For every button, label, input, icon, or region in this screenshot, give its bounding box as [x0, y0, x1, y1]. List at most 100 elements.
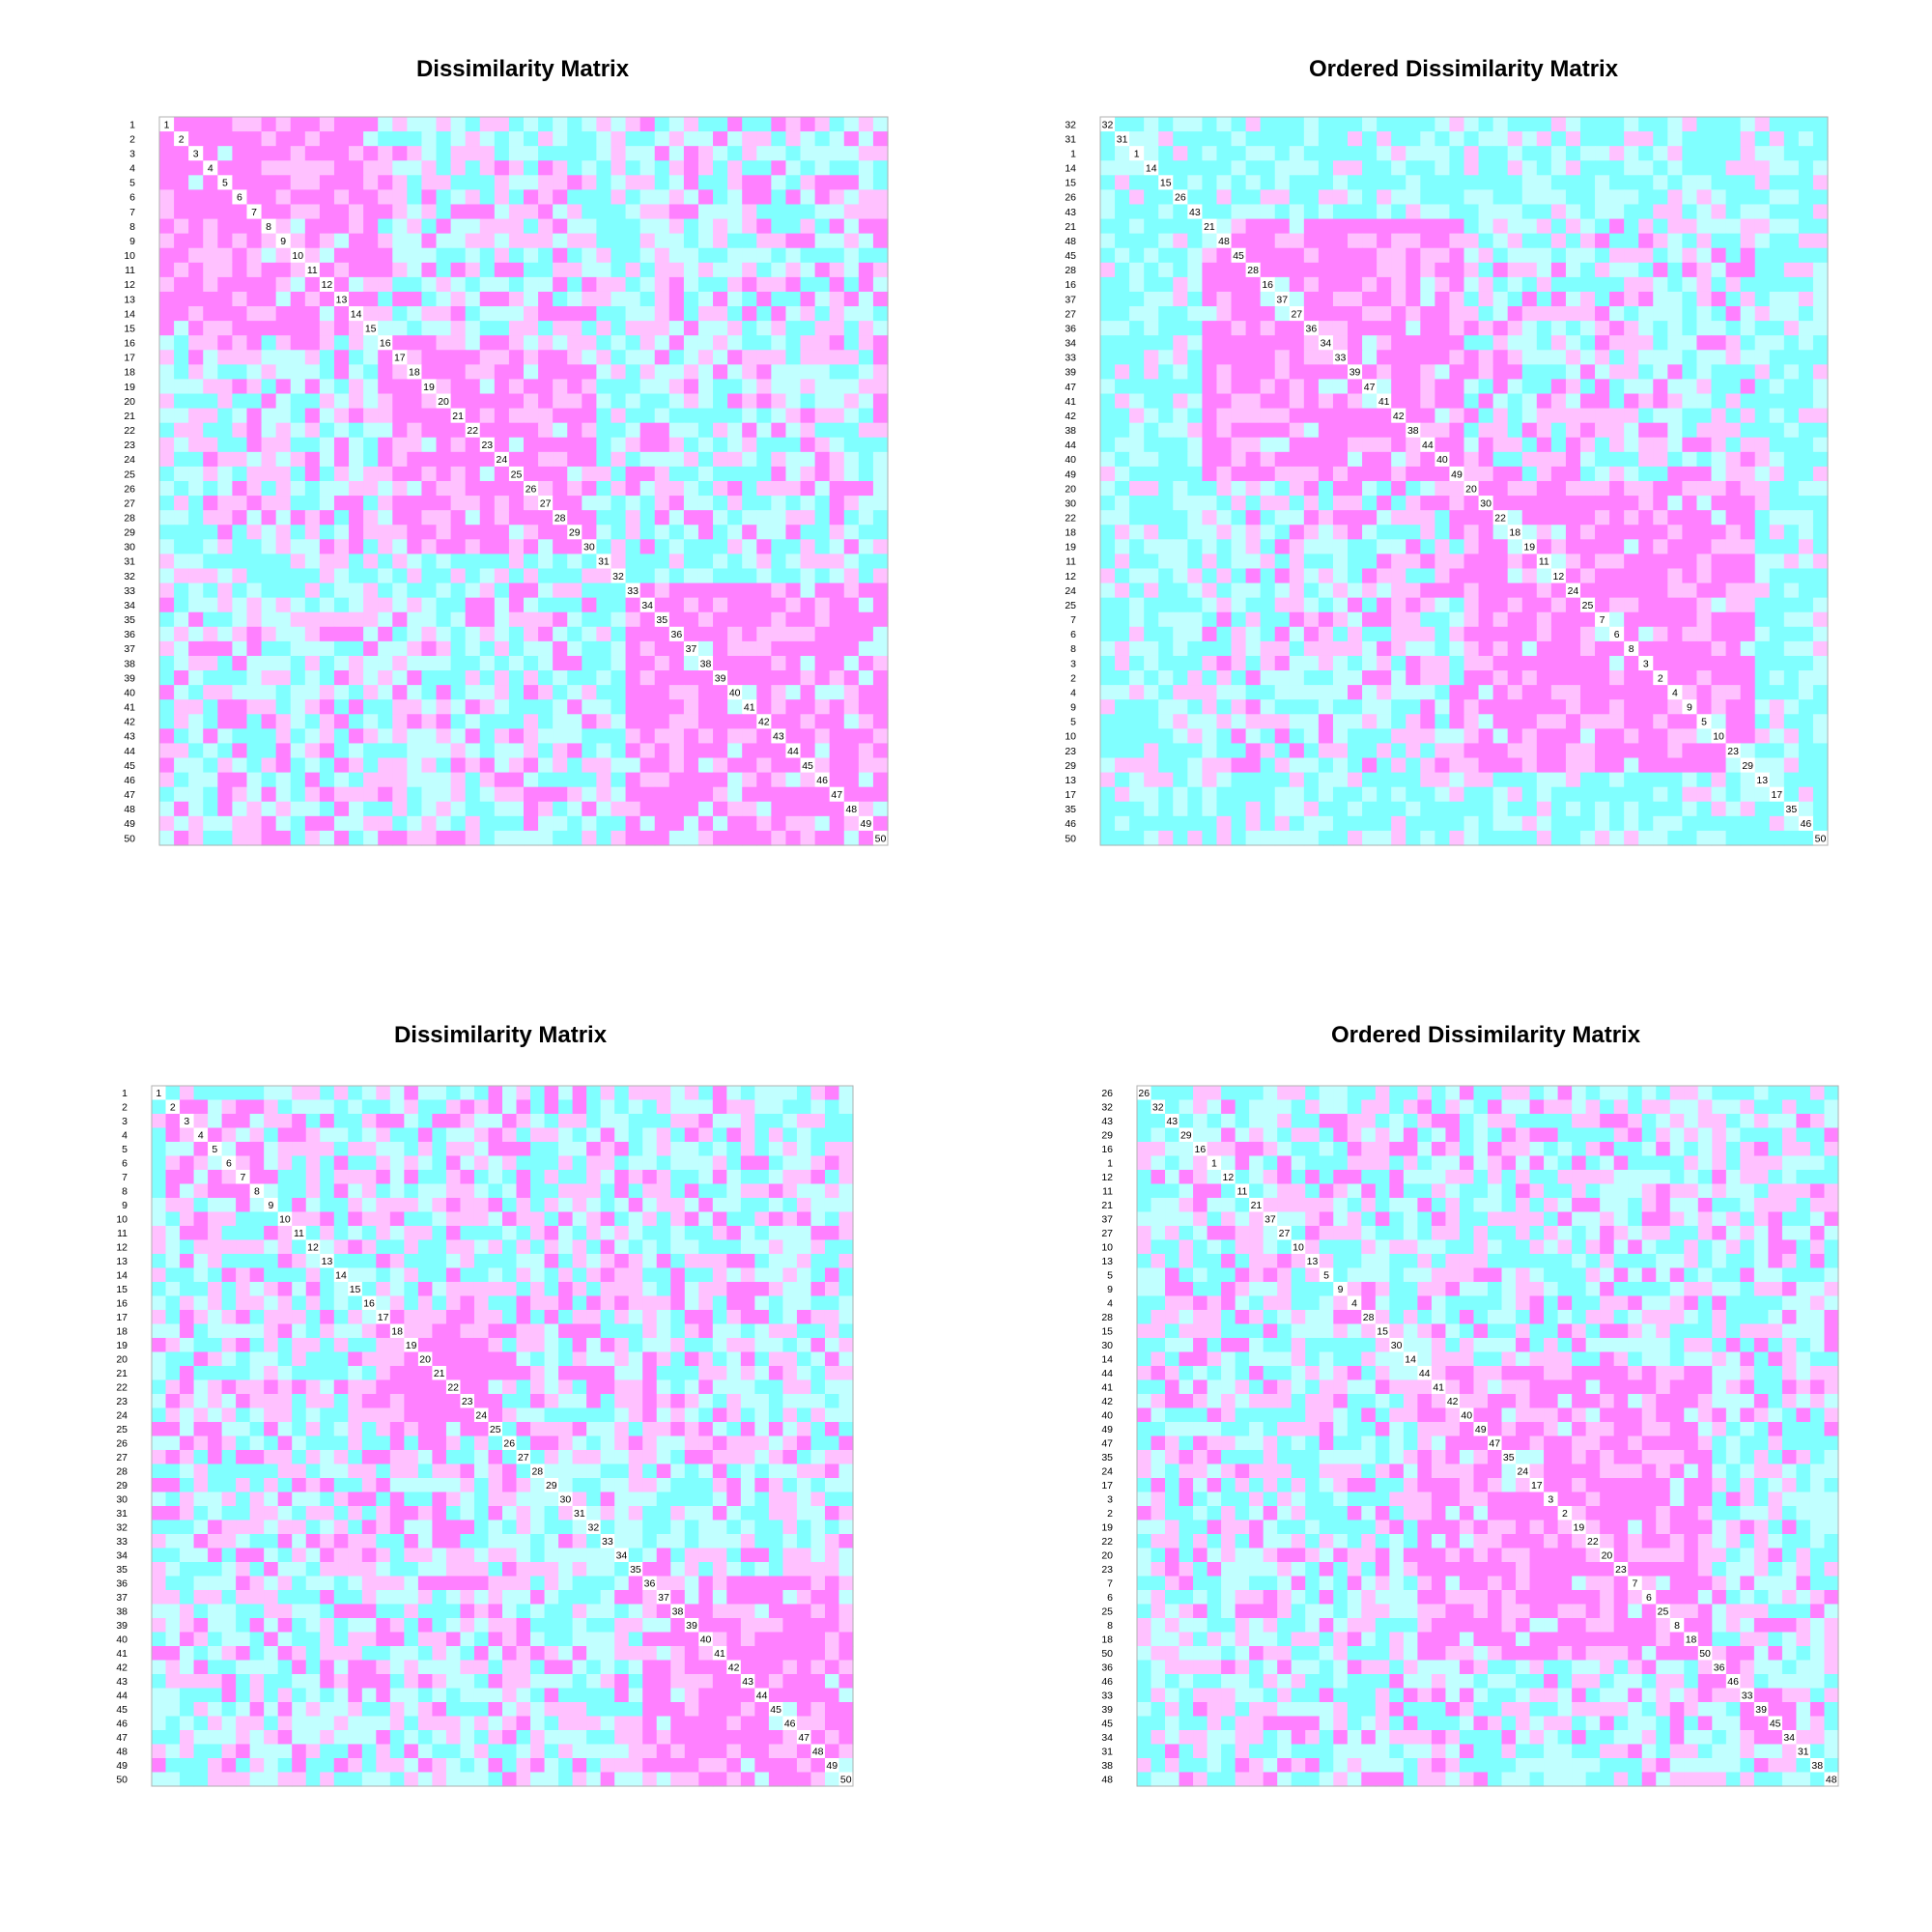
heatmap-cell [713, 321, 728, 336]
heatmap-cell [1696, 437, 1713, 453]
heatmap-cell [1362, 539, 1378, 554]
heatmap-cell [814, 291, 831, 307]
diagonal-label: 25 [511, 469, 523, 480]
heatmap-cell [261, 568, 277, 584]
heatmap-cell [378, 233, 393, 249]
heatmap-cell [188, 525, 204, 540]
heatmap-cell [1274, 175, 1291, 190]
heatmap-cell [1158, 699, 1174, 715]
heatmap-cell [756, 379, 772, 395]
heatmap-cell [304, 728, 321, 745]
heatmap-cell [494, 714, 510, 729]
diagonal-cell [1653, 670, 1668, 686]
diagonal-cell [1536, 554, 1552, 570]
heatmap-cell [246, 525, 263, 540]
heatmap-cell [407, 335, 423, 351]
heatmap-cell [829, 801, 845, 817]
heatmap-cell [1449, 699, 1465, 715]
heatmap-cell [756, 131, 772, 147]
heatmap-cell [771, 801, 787, 817]
heatmap-cell [1332, 321, 1349, 336]
heatmap-cell [553, 189, 568, 206]
heatmap-cell [1536, 379, 1552, 395]
heatmap-cell [800, 204, 816, 220]
heatmap-cell [1348, 218, 1363, 235]
heatmap-cell [421, 786, 438, 803]
heatmap-cell [494, 466, 510, 482]
heatmap-cell [1769, 510, 1785, 526]
heatmap-cell [785, 568, 802, 584]
heatmap-cell [1536, 422, 1552, 439]
heatmap-cell [785, 554, 802, 570]
heatmap-cell [436, 554, 452, 570]
heatmap-cell [319, 189, 335, 206]
heatmap-cell [1812, 597, 1829, 613]
heatmap-cell [246, 757, 263, 774]
heatmap-cell [465, 772, 481, 788]
heatmap-cell [407, 408, 423, 424]
heatmap-cell [727, 830, 743, 846]
diagonal-label: 40 [729, 687, 741, 698]
heatmap-cell [232, 422, 248, 439]
heatmap-cell [1187, 117, 1204, 132]
heatmap-cell [1391, 743, 1406, 759]
heatmap-cell [1798, 611, 1814, 628]
heatmap-cell [683, 786, 699, 803]
diagonal-cell [1667, 685, 1683, 700]
heatmap-cell [1449, 218, 1465, 235]
heatmap-cell [290, 393, 306, 410]
diagonal-cell [1769, 786, 1785, 803]
heatmap-cell [275, 218, 292, 235]
heatmap-cell [582, 204, 597, 220]
heatmap-cell [363, 466, 379, 482]
heatmap-cell [858, 393, 874, 410]
heatmap-cell [261, 481, 277, 497]
heatmap-cell [1129, 496, 1145, 511]
heatmap-cell [363, 611, 379, 628]
heatmap-cell [538, 685, 554, 700]
heatmap-cell [771, 131, 787, 147]
heatmap-cell [596, 714, 612, 729]
heatmap-cell [174, 306, 189, 322]
heatmap-cell [1245, 685, 1262, 700]
diagonal-label: 2 [179, 133, 185, 145]
heatmap-cell [611, 233, 627, 249]
heatmap-cell [1303, 611, 1320, 628]
diagonal-label: 37 [686, 643, 697, 655]
heatmap-cell [596, 247, 612, 264]
heatmap-cell [1260, 582, 1276, 599]
heatmap-cell [800, 218, 816, 235]
heatmap-cell [742, 291, 757, 307]
heatmap-cell [1115, 306, 1130, 322]
heatmap-cell [1492, 568, 1509, 584]
heatmap-cell [654, 247, 670, 264]
heatmap-cell [567, 655, 582, 671]
heatmap-cell [1463, 670, 1480, 686]
heatmap-cell [421, 175, 438, 190]
heatmap-cell [290, 364, 306, 381]
heatmap-cell [567, 699, 582, 715]
heatmap-cell [1624, 496, 1639, 511]
heatmap-cell [1783, 364, 1800, 381]
heatmap-cell [246, 539, 263, 554]
heatmap-cell [1449, 597, 1465, 613]
heatmap-cell [756, 568, 772, 584]
heatmap-cell [1754, 786, 1771, 803]
diagonal-label: 20 [438, 396, 449, 408]
heatmap-cell [246, 510, 263, 526]
heatmap-cell [1115, 146, 1130, 161]
heatmap-cell [668, 466, 685, 482]
heatmap-cell [1377, 757, 1392, 774]
heatmap-cell [785, 321, 802, 336]
heatmap-cell [1332, 204, 1349, 220]
heatmap-cell [1769, 233, 1785, 249]
heatmap-cell [524, 291, 539, 307]
heatmap-cell [683, 815, 699, 832]
heatmap-cell [1609, 218, 1625, 235]
heatmap-cell [1696, 175, 1713, 190]
heatmap-cell [1231, 189, 1247, 206]
heatmap-cell [858, 772, 874, 788]
heatmap-cell [1711, 379, 1727, 395]
heatmap-cell [1624, 146, 1639, 161]
heatmap-cell [188, 670, 204, 686]
